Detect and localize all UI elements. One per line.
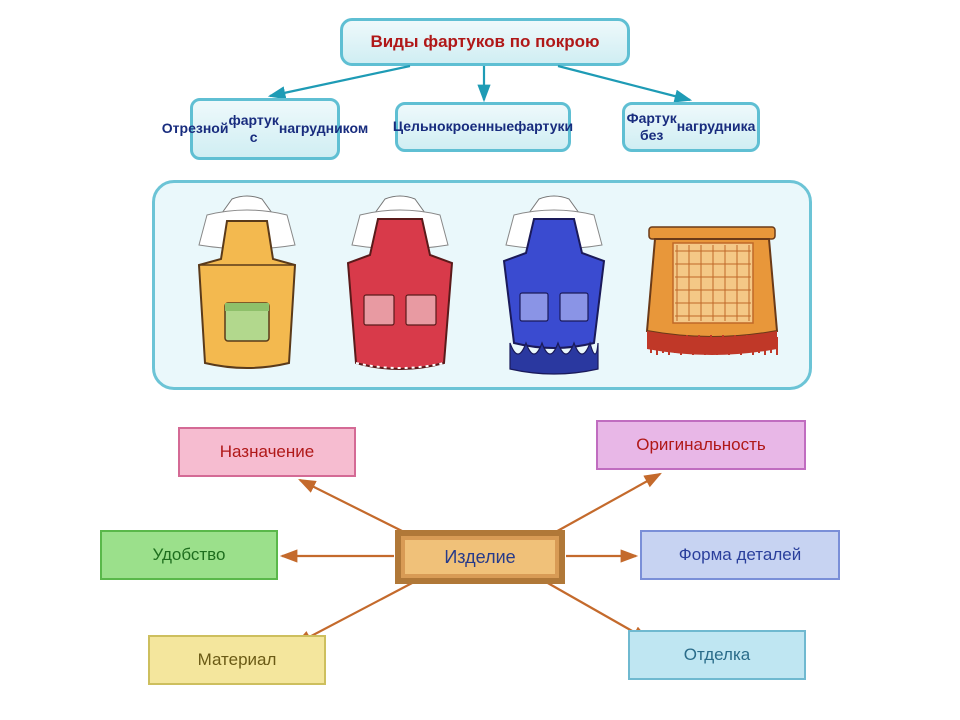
property-box-1: Оригинальность bbox=[596, 420, 806, 470]
apron-illustration-4 bbox=[637, 203, 787, 368]
type-box-2: Фартук безнагрудника bbox=[622, 102, 760, 152]
apron-illustration-3 bbox=[484, 193, 624, 378]
type-box-1: Цельнокроенныефартуки bbox=[395, 102, 571, 152]
property-box-3: Форма деталей bbox=[640, 530, 840, 580]
title-box: Виды фартуков по покрою bbox=[340, 18, 630, 66]
apron-illustrations-panel bbox=[152, 180, 812, 390]
apron-illustration-2 bbox=[330, 193, 470, 378]
property-box-5: Отделка bbox=[628, 630, 806, 680]
property-box-0: Назначение bbox=[178, 427, 356, 477]
center-box: Изделие bbox=[395, 530, 565, 584]
property-box-4: Материал bbox=[148, 635, 326, 685]
title-text: Виды фартуков по покрою bbox=[370, 32, 599, 52]
apron-illustration-1 bbox=[177, 193, 317, 378]
property-box-2: Удобство bbox=[100, 530, 278, 580]
type-box-0: Отрезнойфартук снагрудником bbox=[190, 98, 340, 160]
